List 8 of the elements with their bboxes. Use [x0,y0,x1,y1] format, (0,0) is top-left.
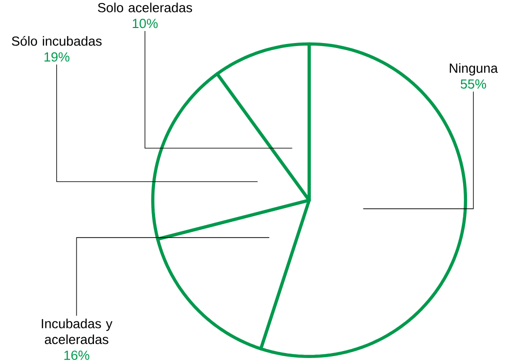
data-label: 16% [64,350,90,360]
slice-label: Solo aceleradas [98,2,192,13]
data-label: 19% [44,52,70,62]
data-label: 55% [460,80,486,89]
slice-label: Sólo incubadas [12,36,102,46]
data-label: 10% [132,19,158,28]
slice-label: Incubadas y aceleradas [42,318,112,344]
slice-label: Ninguna [450,63,498,76]
